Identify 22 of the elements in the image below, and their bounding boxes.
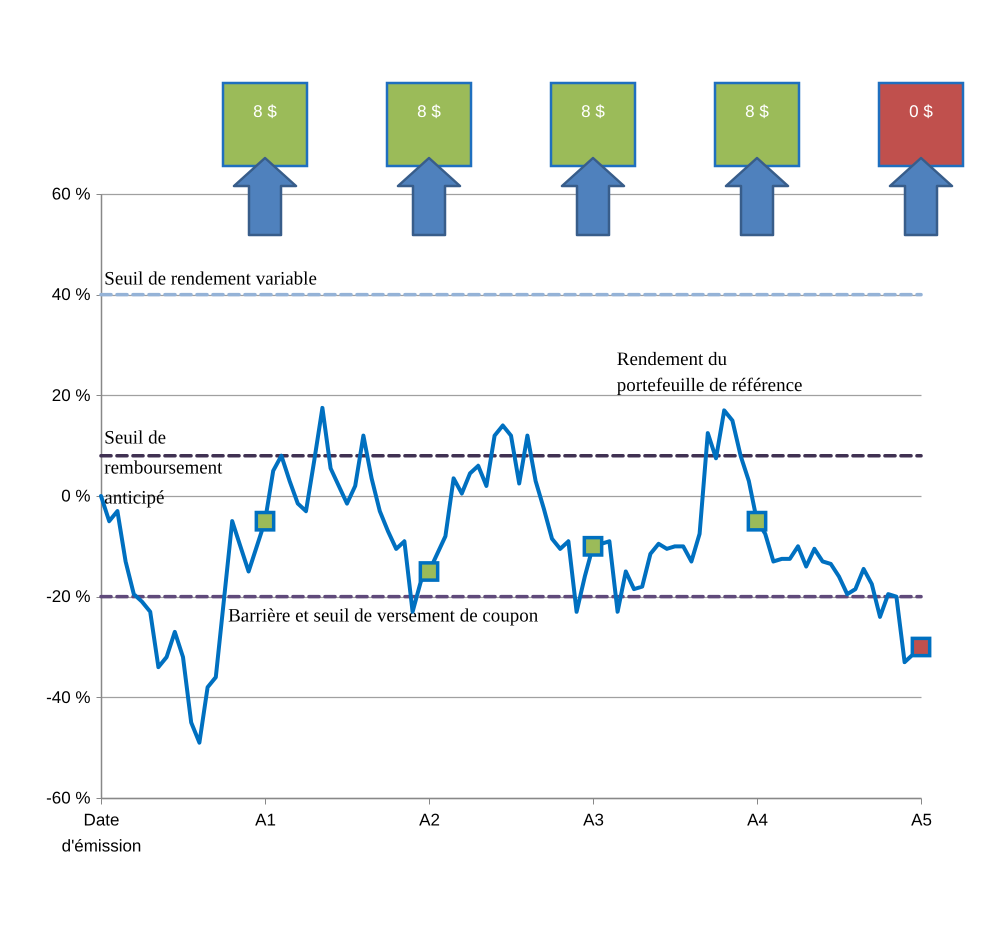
- ref-line-label: Barrière et seuil de versement de coupon: [228, 606, 539, 627]
- x-tick-label: A1: [255, 810, 276, 830]
- coupon-box: 8 $: [386, 82, 472, 168]
- x-tick-label: A2: [419, 810, 440, 830]
- y-tick-label: -60 %: [46, 788, 90, 808]
- x-tick-label: Date d'émission: [62, 810, 142, 856]
- coupon-box: 8 $: [714, 82, 800, 168]
- y-tick-label: -20 %: [46, 587, 90, 606]
- x-tick-label: A5: [911, 810, 932, 830]
- coupon-box: 8 $: [222, 82, 308, 168]
- y-tick-label: 40 %: [52, 285, 90, 304]
- ref-line-label: Seuil de remboursement anticipé: [104, 428, 224, 509]
- y-tick-label: -40 %: [46, 688, 90, 707]
- x-tick-label: A4: [747, 810, 768, 830]
- y-tick-label: 60 %: [52, 184, 90, 204]
- coupon-box: 0 $: [878, 82, 964, 168]
- y-tick-label: 0 %: [61, 486, 90, 506]
- coupon-box: 8 $: [550, 82, 636, 168]
- text: Rendement du portefeuille de référence: [616, 348, 802, 396]
- ref-line-label: Seuil de rendement variable: [104, 268, 317, 290]
- x-tick-label: A3: [583, 810, 604, 830]
- y-tick-label: 20 %: [52, 386, 90, 405]
